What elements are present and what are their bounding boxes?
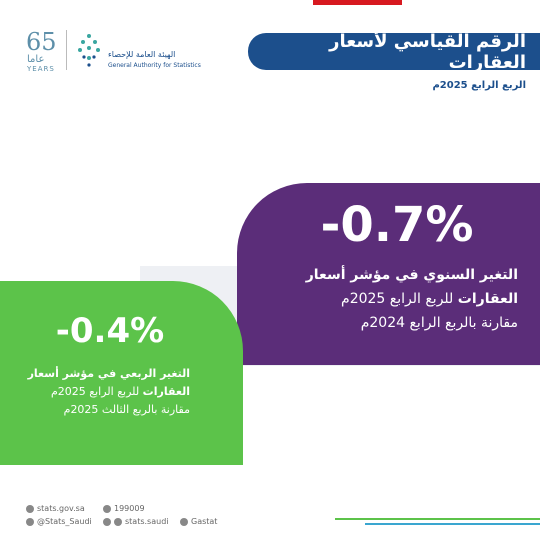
org-name-en: General Authority for Statistics: [108, 62, 201, 69]
icon: [26, 517, 34, 526]
icon: [26, 504, 34, 513]
top-accent: [313, 0, 402, 5]
footer-line: [365, 523, 540, 525]
twitter[interactable]: @Stats_Saudi: [37, 517, 92, 526]
footer-item: stats.saudi: [103, 517, 169, 526]
logo-divider: [66, 30, 67, 70]
quarterly-card: -0.4% التغير الربعي في مؤشر أسعار العقار…: [0, 281, 243, 465]
card-line: العقارات للربع الرابع 2025م: [51, 385, 190, 398]
card-value: -0.4%: [55, 311, 165, 351]
org-name-ar: الهيئة العامة للإحصاء: [108, 50, 176, 59]
subtitle: الربع الرابع 2025م: [432, 80, 526, 91]
anniversary-en: YEARS: [27, 65, 55, 73]
card-value: -0.7%: [320, 197, 474, 253]
card-line: مقارنة بالربع الرابع 2024م: [360, 315, 518, 331]
instagram[interactable]: stats.saudi: [125, 517, 169, 526]
title: الرقم القياسي لأسعار العقارات: [329, 30, 526, 73]
card-text: للربع الرابع 2025م: [50, 385, 140, 398]
icon: [114, 517, 122, 526]
footer-item: 199009: [103, 504, 145, 513]
website[interactable]: stats.gov.sa: [37, 504, 85, 513]
card-line: التغير الربعي في مؤشر أسعار: [27, 367, 190, 380]
icon: [180, 517, 188, 526]
footer-item: @Stats_Saudi: [26, 517, 92, 526]
phone: 199009: [114, 504, 145, 513]
gastat-emblem: [78, 34, 100, 67]
annual-card: -0.7% التغير السنوي في مؤشر أسعار العقار…: [237, 183, 540, 365]
icon: [103, 504, 111, 513]
card-text: للربع الرابع 2025م: [341, 291, 454, 307]
footer-item: Gastat: [180, 517, 217, 526]
footer-line: [335, 518, 540, 520]
icon: [103, 517, 111, 526]
card-line: العقارات للربع الرابع 2025م: [341, 291, 518, 307]
footer-item: stats.gov.sa: [26, 504, 85, 513]
linkedin[interactable]: Gastat: [191, 517, 218, 526]
card-bold: العقارات: [457, 291, 518, 307]
anniversary-word: عاما: [27, 54, 45, 65]
card-bold: العقارات: [142, 385, 190, 398]
anniversary-number: 65: [26, 28, 57, 56]
card-line: التغير السنوي في مؤشر أسعار: [305, 267, 518, 283]
title-pill: الرقم القياسي لأسعار العقارات: [248, 30, 540, 73]
card-line: مقارنة بالربع الثالث 2025م: [63, 403, 190, 416]
